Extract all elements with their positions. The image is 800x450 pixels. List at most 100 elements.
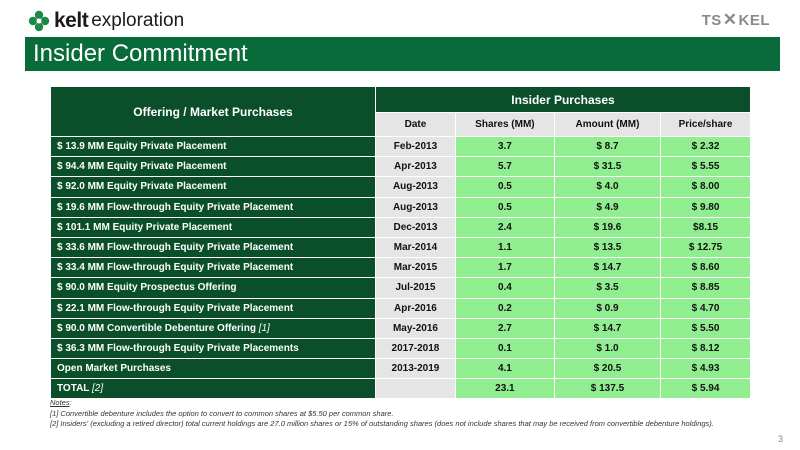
shares-cell: 0.5 — [454, 196, 555, 218]
shares-cell: 3.7 — [454, 135, 555, 158]
offering-label: $ 36.3 MM Flow-through Equity Private Pl… — [57, 342, 299, 354]
amount-cell: $ 1.0 — [553, 337, 662, 360]
offering-cell: Open Market Purchases — [50, 358, 376, 380]
price-cell: $ 8.85 — [660, 277, 751, 299]
offering-cell: $ 94.4 MM Equity Private Placement — [50, 156, 376, 178]
table-row: $ 19.6 MM Flow-through Equity Private Pl… — [50, 196, 751, 218]
brand-name-light: exploration — [91, 10, 185, 31]
offering-label: $ 33.4 MM Flow-through Equity Private Pl… — [57, 262, 294, 274]
subheader-shares: Shares (MM) — [454, 112, 555, 137]
shares-cell: 0.4 — [454, 277, 555, 299]
table-row: Open Market Purchases 2013-2019 4.1 $ 20.5 $… — [50, 358, 751, 380]
date-cell: Jul-2015 — [375, 277, 456, 299]
date-cell: May-2016 — [375, 317, 456, 339]
table-row: $ 33.4 MM Flow-through Equity Private Pl… — [50, 257, 751, 279]
subheader-price: Price/share — [660, 112, 751, 137]
brand-name-bold: kelt — [54, 9, 89, 32]
offering-label: $ 90.0 MM Equity Prospectus Offering — [57, 282, 237, 294]
date-cell: Apr-2013 — [375, 156, 456, 178]
price-cell: $ 8.00 — [660, 176, 751, 198]
footnote-ref: [2] — [92, 383, 104, 395]
amount-cell: $ 20.5 — [553, 358, 662, 380]
date-cell: Aug-2013 — [375, 176, 456, 198]
tsx-ticker-logo: TS ✕ KEL — [702, 10, 770, 30]
offering-cell: $ 36.3 MM Flow-through Equity Private Pl… — [50, 337, 376, 360]
shares-cell: 1.7 — [454, 257, 555, 279]
table-row: $ 90.0 MM Convertible Debenture Offering… — [50, 317, 751, 339]
header-offering: Offering / Market Purchases — [50, 86, 376, 137]
price-cell: $ 4.93 — [660, 358, 751, 380]
amount-cell: $ 14.7 — [553, 317, 662, 339]
notes-title-suffix: : — [69, 398, 72, 407]
amount-cell: $ 31.5 — [553, 156, 662, 178]
shares-cell: 2.4 — [454, 216, 555, 238]
price-cell: $ 5.55 — [660, 156, 751, 178]
offering-cell: $ 90.0 MM Equity Prospectus Offering — [50, 277, 376, 299]
price-cell: $ 9.80 — [660, 196, 751, 218]
amount-cell: $ 4.0 — [553, 176, 662, 198]
offering-label: TOTAL — [57, 383, 90, 395]
date-cell: Apr-2016 — [375, 297, 456, 319]
date-cell: Mar-2015 — [375, 257, 456, 279]
date-cell: Aug-2013 — [375, 196, 456, 218]
shares-cell: 23.1 — [454, 378, 555, 400]
amount-cell: $ 19.6 — [553, 216, 662, 238]
table-row: $ 101.1 MM Equity Private Placement Dec-2… — [50, 216, 751, 238]
amount-cell: $ 137.5 — [553, 378, 662, 400]
table-row: $ 13.9 MM Equity Private Placement Feb-20… — [50, 135, 751, 158]
price-cell: $8.15 — [660, 216, 751, 238]
table-row: $ 90.0 MM Equity Prospectus Offering Jul-… — [50, 277, 751, 299]
offering-cell: $ 101.1 MM Equity Private Placement — [50, 216, 376, 238]
date-cell: Feb-2013 — [375, 135, 456, 158]
shares-cell: 0.2 — [454, 297, 555, 319]
price-cell: $ 12.75 — [660, 236, 751, 259]
table-row: $ 94.4 MM Equity Private Placement Apr-20… — [50, 156, 751, 178]
date-cell — [375, 378, 456, 400]
offering-cell: $ 13.9 MM Equity Private Placement — [50, 135, 376, 158]
price-cell: $ 2.32 — [660, 135, 751, 158]
price-cell: $ 8.12 — [660, 337, 751, 360]
date-cell: 2017-2018 — [375, 337, 456, 360]
date-cell: Mar-2014 — [375, 236, 456, 259]
notes-title: Notes — [50, 398, 70, 407]
table-row: $ 22.1 MM Flow-through Equity Private Pl… — [50, 297, 751, 319]
amount-cell: $ 8.7 — [553, 135, 662, 158]
date-cell: 2013-2019 — [375, 358, 456, 380]
tsx-left-text: TS — [701, 11, 722, 29]
amount-cell: $ 3.5 — [553, 277, 662, 299]
page-number: 3 — [777, 434, 783, 444]
amount-cell: $ 4.9 — [553, 196, 662, 218]
offering-cell: TOTAL [2] — [50, 378, 376, 400]
shares-cell: 4.1 — [454, 358, 555, 380]
kelt-logo: kelt exploration — [28, 8, 184, 34]
offering-cell: $ 90.0 MM Convertible Debenture Offering… — [50, 317, 376, 339]
price-cell: $ 8.60 — [660, 257, 751, 279]
offering-label: Open Market Purchases — [57, 363, 171, 375]
date-cell: Dec-2013 — [375, 216, 456, 238]
offering-cell: $ 19.6 MM Flow-through Equity Private Pl… — [50, 196, 376, 218]
price-cell: $ 4.70 — [660, 297, 751, 319]
shares-cell: 1.1 — [454, 236, 555, 259]
header-insider-purchases: Insider Purchases — [375, 86, 751, 113]
shares-cell: 0.5 — [454, 176, 555, 198]
table-row: $ 92.0 MM Equity Private Placement Aug-20… — [50, 176, 751, 198]
subheader-amount: Amount (MM) — [553, 112, 662, 137]
subheader-date: Date — [375, 112, 456, 137]
offering-label: $ 33.6 MM Flow-through Equity Private Pl… — [57, 242, 294, 254]
offering-cell: $ 22.1 MM Flow-through Equity Private Pl… — [50, 297, 376, 319]
amount-cell: $ 14.7 — [553, 257, 662, 279]
insider-table: Offering / Market Purchases Insider Purc… — [50, 86, 751, 400]
footnote-1: [1] Convertible debenture includes the o… — [50, 408, 394, 418]
amount-cell: $ 0.9 — [553, 297, 662, 319]
offering-label: $ 101.1 MM Equity Private Placement — [57, 221, 233, 233]
offering-label: $ 22.1 MM Flow-through Equity Private Pl… — [57, 302, 294, 314]
footnotes: Notes: [1] Convertible debenture include… — [50, 398, 714, 430]
shares-cell: 0.1 — [454, 337, 555, 360]
offering-label: $ 92.0 MM Equity Private Placement — [57, 181, 227, 193]
tsx-x-icon: ✕ — [722, 10, 738, 29]
footnote-ref: [1] — [258, 322, 270, 334]
offering-label: $ 19.6 MM Flow-through Equity Private Pl… — [57, 201, 294, 213]
offering-cell: $ 92.0 MM Equity Private Placement — [50, 176, 376, 198]
offering-cell: $ 33.4 MM Flow-through Equity Private Pl… — [50, 257, 376, 279]
page-title: Insider Commitment — [25, 37, 780, 71]
